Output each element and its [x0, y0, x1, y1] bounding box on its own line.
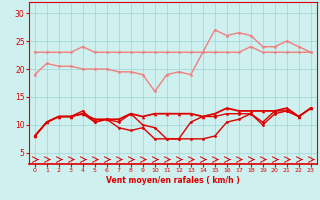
X-axis label: Vent moyen/en rafales ( km/h ): Vent moyen/en rafales ( km/h ): [106, 176, 240, 185]
